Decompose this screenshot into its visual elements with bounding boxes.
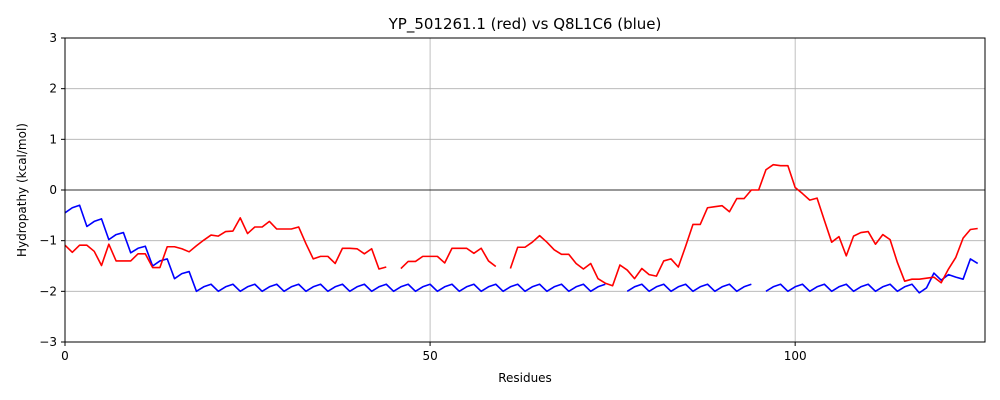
- series-layer: [64, 163, 979, 294]
- y-tick-label: −3: [39, 335, 57, 349]
- series-line-segment: [400, 247, 497, 270]
- y-tick-label: 3: [49, 31, 57, 45]
- y-tick-label: −2: [39, 284, 57, 298]
- y-tick-label: 2: [49, 82, 57, 96]
- x-axis-label: Residues: [498, 371, 552, 385]
- series-line-segment: [509, 163, 978, 287]
- chart-title: YP_501261.1 (red) vs Q8L1C6 (blue): [388, 15, 662, 34]
- y-tick-label: −1: [39, 234, 57, 248]
- series-line-segment: [626, 283, 752, 293]
- ticks: 0 50 100 −3 −2 −1 0 1 2 3: [39, 31, 806, 363]
- series-line-segment: [64, 204, 606, 293]
- y-tick-label: 0: [49, 183, 57, 197]
- x-tick-label: 100: [784, 349, 807, 363]
- x-tick-label: 0: [61, 349, 69, 363]
- red-series: [64, 163, 978, 287]
- series-line-segment: [64, 217, 387, 270]
- x-tick-label: 50: [422, 349, 437, 363]
- y-tick-label: 1: [49, 132, 57, 146]
- y-axis-label: Hydropathy (kcal/mol): [15, 123, 29, 257]
